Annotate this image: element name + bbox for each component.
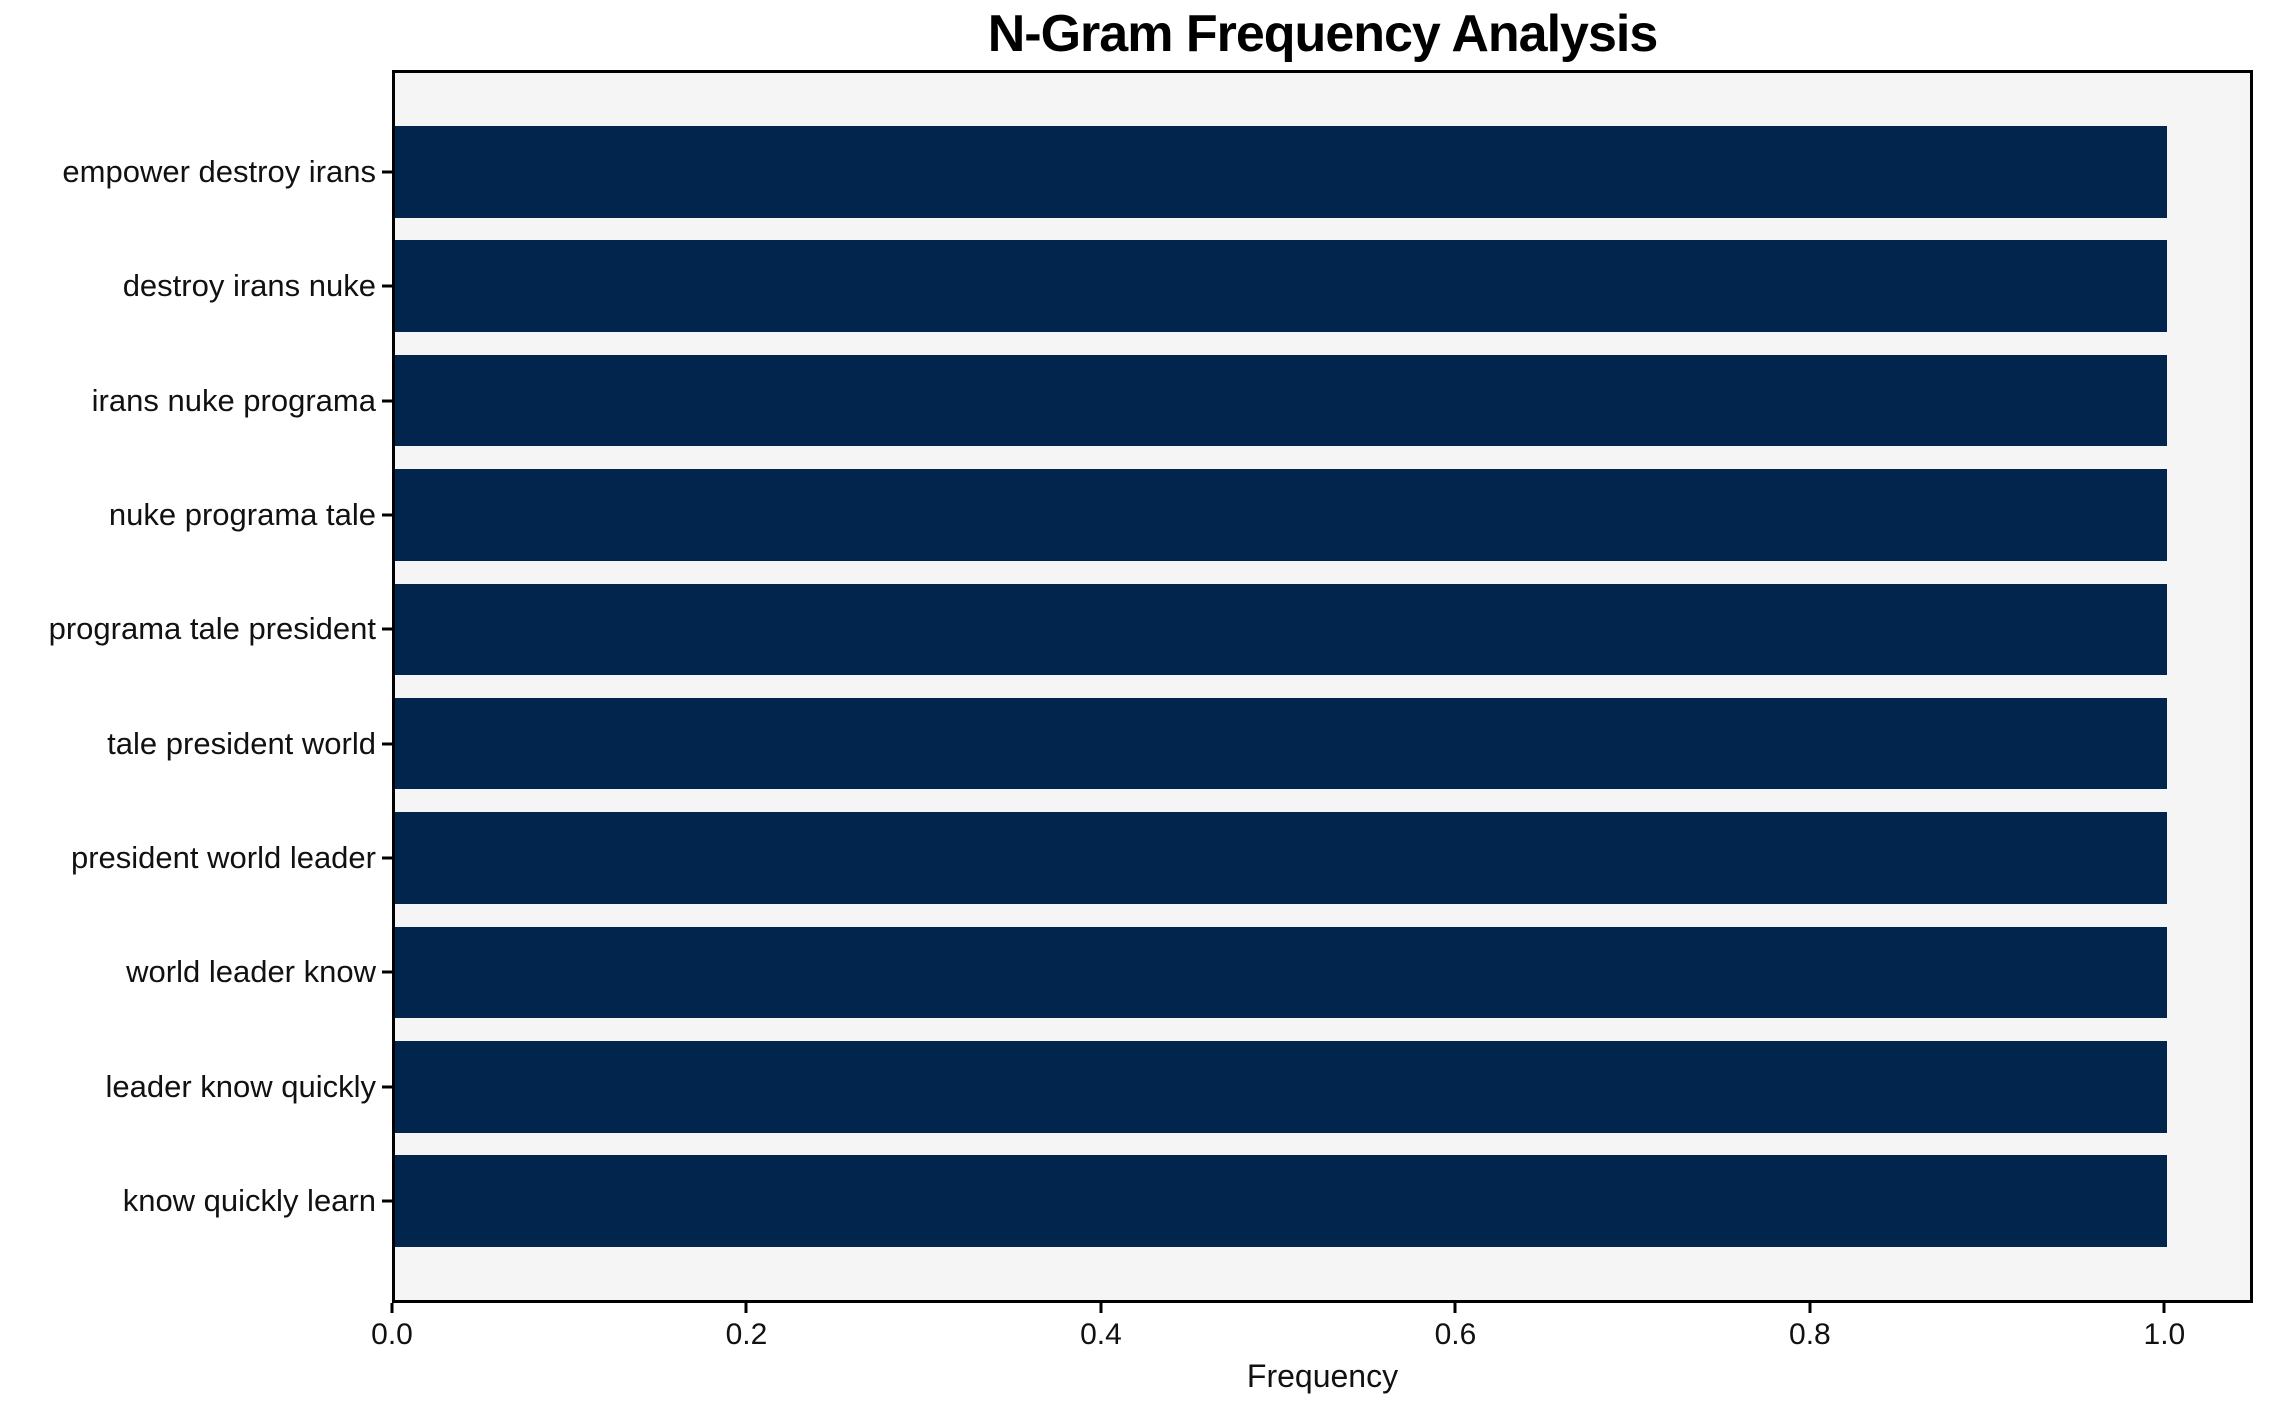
x-tick-mark-0	[390, 1303, 394, 1313]
y-tick-label-0: empower destroy irans	[62, 153, 376, 189]
y-tick-mark-8	[382, 1085, 392, 1089]
x-tick-mark-3	[1453, 1303, 1457, 1313]
y-tick-label-9: know quickly learn	[122, 1183, 376, 1219]
bar-1	[395, 240, 2168, 332]
bar-0	[395, 126, 2168, 218]
y-tick-mark-2	[382, 399, 392, 403]
y-tick-mark-0	[382, 170, 392, 174]
bar-2	[395, 354, 2168, 447]
plot-area	[392, 70, 2253, 1303]
y-tick-mark-4	[382, 627, 392, 631]
bar-3	[395, 469, 2168, 561]
x-tick-label-4: 0.8	[1789, 1318, 1831, 1351]
bar-8	[395, 1041, 2168, 1133]
y-tick-mark-1	[382, 284, 392, 288]
x-tick-mark-1	[744, 1303, 748, 1313]
y-tick-mark-9	[382, 1199, 392, 1203]
y-tick-mark-6	[382, 856, 392, 860]
x-tick-label-1: 0.2	[725, 1318, 768, 1351]
bar-7	[395, 926, 2168, 1019]
y-tick-label-6: president world leader	[70, 840, 376, 876]
x-tick-mark-5	[2162, 1303, 2166, 1313]
x-tick-label-2: 0.4	[1080, 1318, 1122, 1351]
bar-5	[395, 697, 2168, 790]
y-tick-label-1: destroy irans nuke	[122, 268, 376, 304]
y-tick-label-7: world leader know	[126, 954, 376, 990]
y-tick-label-2: irans nuke programa	[91, 382, 376, 418]
y-tick-label-4: programa tale president	[48, 611, 376, 647]
x-tick-mark-2	[1099, 1303, 1103, 1313]
y-tick-label-5: tale president world	[107, 725, 376, 761]
y-tick-mark-5	[382, 742, 392, 746]
y-tick-label-3: nuke programa tale	[108, 496, 376, 532]
bar-4	[395, 583, 2168, 676]
x-axis-title: Frequency	[1246, 1358, 1399, 1394]
y-tick-mark-3	[382, 513, 392, 517]
bar-9	[395, 1155, 2168, 1247]
y-tick-label-8: leader know quickly	[105, 1068, 376, 1104]
x-tick-label-5: 1.0	[2143, 1318, 2186, 1351]
x-tick-mark-4	[1808, 1303, 1812, 1313]
chart-title: N-Gram Frequency Analysis	[987, 5, 1659, 63]
bar-6	[395, 812, 2168, 904]
x-tick-label-0: 0.0	[371, 1318, 413, 1351]
x-tick-label-3: 0.6	[1434, 1318, 1477, 1351]
y-tick-mark-7	[382, 970, 392, 974]
